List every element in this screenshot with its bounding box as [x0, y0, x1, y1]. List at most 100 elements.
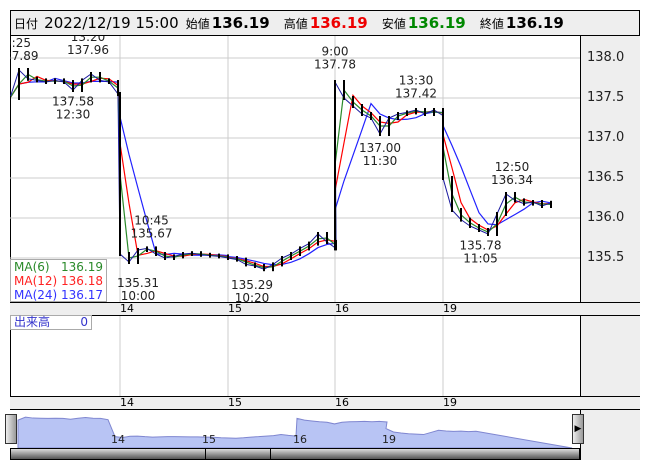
open-value: 136.19	[211, 14, 270, 32]
ma6-label: MA(6)	[14, 260, 50, 274]
high-label: 高値	[283, 17, 308, 31]
candle	[469, 217, 471, 228]
ma6-value: 136.19	[61, 260, 103, 274]
candle	[137, 248, 139, 264]
candle	[200, 251, 202, 257]
extreme-annotation: 12:30	[56, 108, 91, 122]
candle	[352, 96, 354, 108]
candle	[173, 254, 175, 260]
date-label-14: 14	[120, 396, 134, 409]
volume-chart	[119, 316, 444, 396]
candle	[550, 200, 552, 208]
navigator-area	[17, 416, 573, 448]
candle	[290, 252, 292, 260]
y-tick-label: 137.0	[587, 130, 625, 145]
candle	[415, 108, 417, 115]
candle	[72, 80, 74, 92]
volume-label: 出来高	[14, 315, 51, 329]
candle	[45, 78, 47, 84]
candle	[334, 80, 336, 251]
scrollbar-divider	[270, 449, 271, 459]
volume-axis	[580, 315, 640, 397]
date-label: 日付	[14, 17, 39, 31]
ma6-legend: MA(6) 136.19	[11, 260, 106, 274]
candle	[281, 256, 283, 267]
extreme-annotation: 135.67	[131, 226, 173, 240]
date-value: 2022/12/19 15:00	[44, 14, 179, 32]
ma-legend: MA(6) 136.19 MA(12) 136.18 MA(24) 136.17	[10, 259, 107, 302]
extreme-annotation: 135.31	[117, 276, 159, 290]
candle	[424, 108, 426, 116]
navigator-date-label: 16	[293, 433, 307, 446]
candle	[451, 176, 453, 212]
extreme-annotation: 9:00	[322, 45, 349, 59]
candle	[442, 108, 444, 118]
price-axis[interactable]: 138.0 137.5 137.0 136.5 136.0 135.5	[580, 36, 640, 315]
navigator-date-label: 15	[202, 433, 216, 446]
extreme-annotation: 137.58	[52, 95, 94, 109]
candle	[397, 112, 399, 120]
candle	[263, 264, 265, 272]
ma24-value: 136.17	[61, 288, 103, 302]
candle	[209, 252, 211, 258]
candle	[164, 252, 166, 260]
date-label-19: 19	[443, 302, 457, 315]
price-chart[interactable]: 9:25137.8913:20137.96137.5812:3010:45135…	[10, 36, 580, 302]
candle	[119, 92, 121, 256]
candle	[478, 224, 480, 232]
candle	[227, 256, 229, 260]
candle	[191, 251, 193, 256]
candle	[343, 80, 345, 100]
volume-value: 0	[80, 315, 88, 329]
candle	[541, 200, 543, 208]
candle	[54, 78, 56, 84]
extreme-annotation: 136.34	[491, 173, 533, 187]
extreme-annotation: 135.78	[460, 239, 502, 253]
extreme-annotation: 137.78	[314, 58, 356, 72]
extreme-annotation: 12:50	[495, 160, 530, 174]
extreme-annotation: 13:20	[71, 36, 106, 44]
candle	[182, 252, 184, 259]
candle	[117, 80, 119, 96]
candle	[254, 262, 256, 268]
y-tick-label: 137.5	[587, 90, 625, 105]
scrollbar[interactable]	[10, 448, 580, 460]
price-line	[10, 69, 552, 270]
extreme-annotation: 10:45	[134, 213, 169, 227]
navigator-right-handle[interactable]: ▶	[572, 414, 584, 444]
ma12-legend: MA(12) 136.18	[11, 274, 106, 288]
candle	[326, 232, 328, 244]
candle	[433, 108, 435, 116]
extreme-annotation: 9:25	[10, 36, 31, 50]
date-label-16: 16	[335, 302, 349, 315]
ma12-value: 136.18	[61, 274, 103, 288]
candle	[379, 116, 381, 136]
candle	[523, 198, 525, 206]
candle	[361, 104, 363, 116]
date-label-19: 19	[443, 396, 457, 409]
date-axis-top: 14 15 16 19	[10, 302, 640, 316]
navigator-date-label: 19	[382, 433, 396, 446]
candle	[99, 72, 101, 83]
candle	[63, 78, 65, 84]
extreme-annotation: 11:30	[363, 154, 398, 168]
navigator[interactable]: 14 15 16 19	[10, 410, 640, 448]
candle	[388, 116, 390, 136]
candle	[299, 246, 301, 256]
extreme-annotation: 135.29	[231, 278, 273, 292]
navigator-left-handle[interactable]	[5, 414, 17, 444]
candle	[272, 262, 274, 272]
navigator-date-label: 14	[111, 433, 125, 446]
navigator-corner	[580, 410, 640, 460]
close-value: 136.19	[505, 14, 564, 32]
ma24-label: MA(24)	[14, 288, 58, 302]
candle	[370, 112, 372, 120]
candle	[18, 68, 20, 100]
candle	[36, 76, 38, 83]
candle	[460, 208, 462, 222]
candle	[245, 257, 247, 267]
close-label: 終値	[479, 17, 504, 31]
low-value: 136.19	[407, 14, 466, 32]
scrollbar-divider	[205, 449, 206, 459]
open-label: 始値	[185, 17, 210, 31]
